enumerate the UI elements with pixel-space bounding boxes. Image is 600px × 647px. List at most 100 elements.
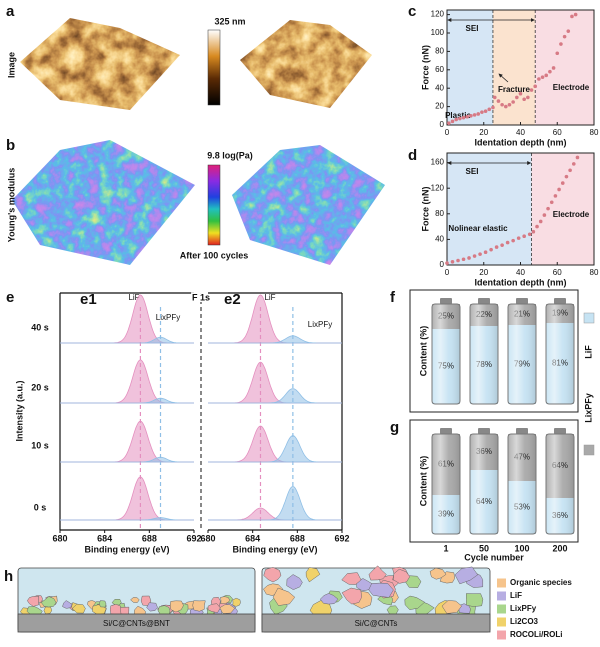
time-label: 0 s <box>34 502 47 512</box>
data-point <box>526 95 530 100</box>
sei-particle <box>99 600 107 608</box>
sei-particle <box>109 604 122 615</box>
substrate <box>17 613 256 633</box>
height-scale: 325 nm <box>214 16 245 26</box>
data-point <box>542 213 547 217</box>
spectrum-component <box>208 485 342 521</box>
y-tick-label: 80 <box>435 47 444 56</box>
data-point <box>483 109 488 113</box>
data-point <box>562 34 567 39</box>
battery-body <box>507 433 537 535</box>
time-label: 10 s <box>31 440 49 450</box>
y-axis-label: Content (%) <box>418 456 428 507</box>
x-tick-label: 40 <box>516 128 525 137</box>
battery-cap <box>440 298 452 304</box>
data-point <box>564 174 569 179</box>
panel-label: c <box>408 3 416 20</box>
spectrum-component <box>60 456 194 463</box>
x-tick-label: 50 <box>479 543 489 553</box>
legend-swatch <box>583 444 595 456</box>
y-tick-label: 40 <box>435 235 444 244</box>
component-label: LiF <box>264 293 275 302</box>
subpanel-label: e2 <box>224 291 241 308</box>
y-tick-label: 0 <box>440 120 445 129</box>
battery-body <box>431 303 461 405</box>
y-tick-label: 120 <box>431 10 445 19</box>
row-label: Image <box>6 52 16 78</box>
afm-modulus-image <box>12 140 195 265</box>
y-axis-label: Force (nN) <box>420 186 430 231</box>
substrate-label: Si/C@CNTs <box>355 619 398 628</box>
fracture-arrow <box>498 73 509 83</box>
spectrum-component <box>208 335 342 344</box>
annotation: Electrode <box>553 210 590 219</box>
afm-height-image <box>240 20 372 108</box>
data-point <box>480 110 484 114</box>
sei-particle <box>111 599 122 606</box>
data-point <box>516 236 521 240</box>
battery-cap <box>440 428 452 434</box>
data-point <box>491 105 495 110</box>
annotation: SEI <box>466 24 479 33</box>
y-tick-label: 80 <box>435 209 444 218</box>
data-point <box>546 206 550 211</box>
sei-particle <box>71 603 86 614</box>
annotation: Electrode <box>553 83 590 92</box>
data-point <box>540 75 545 79</box>
data-point <box>469 114 473 118</box>
sei-particle <box>62 600 73 609</box>
sei-particle <box>429 567 447 580</box>
sei-particle <box>272 587 296 606</box>
sei-particle <box>43 606 53 615</box>
panel-label: g <box>390 419 399 436</box>
data-point <box>496 99 501 103</box>
x-tick-label: 20 <box>479 128 488 137</box>
sei-particle <box>263 567 282 583</box>
sei-particle <box>341 587 362 605</box>
data-point <box>560 181 565 185</box>
battery-cap <box>516 428 528 434</box>
panel-box <box>409 419 579 543</box>
x-tick-label: 40 <box>516 268 525 277</box>
x-tick-label: 692 <box>186 533 201 543</box>
annotation: SEI <box>466 167 479 176</box>
afm-height-image <box>20 18 180 110</box>
data-point <box>538 219 543 224</box>
data-point <box>467 256 471 260</box>
substrate <box>261 613 491 633</box>
battery-gloss <box>546 434 574 534</box>
sei-particle <box>220 596 231 604</box>
legend-swatch <box>497 630 506 640</box>
data-point <box>518 91 523 96</box>
sei-particle <box>232 597 241 607</box>
spectrum-component <box>208 388 342 404</box>
data-point <box>450 119 455 124</box>
sei-particle <box>441 600 463 614</box>
row-label: Young's modulus <box>6 168 16 242</box>
sei-particle <box>286 574 303 590</box>
data-point <box>531 229 536 234</box>
data-point <box>535 224 539 229</box>
spectrum-component <box>208 361 342 404</box>
battery-body <box>469 303 499 405</box>
y-tick-label: 60 <box>435 65 444 74</box>
sei-particle <box>319 593 339 605</box>
data-point <box>461 115 466 120</box>
sei-particle <box>393 568 411 584</box>
spectrum-component <box>208 435 342 463</box>
x-tick-label: 0 <box>445 268 450 277</box>
data-point <box>476 112 481 116</box>
data-point <box>529 88 534 92</box>
x-tick-label: 0 <box>445 128 450 137</box>
afm-caption: After 100 cycles <box>180 250 249 260</box>
data-point <box>489 247 493 252</box>
data-point <box>533 84 537 89</box>
panel-label: f <box>390 289 396 306</box>
region <box>535 10 594 125</box>
data-point <box>570 14 574 19</box>
sei-particle <box>368 582 394 598</box>
sei-particle <box>207 603 221 613</box>
data-point <box>454 117 458 122</box>
modulus-scale: 9.8 log(Pa) <box>207 150 253 160</box>
